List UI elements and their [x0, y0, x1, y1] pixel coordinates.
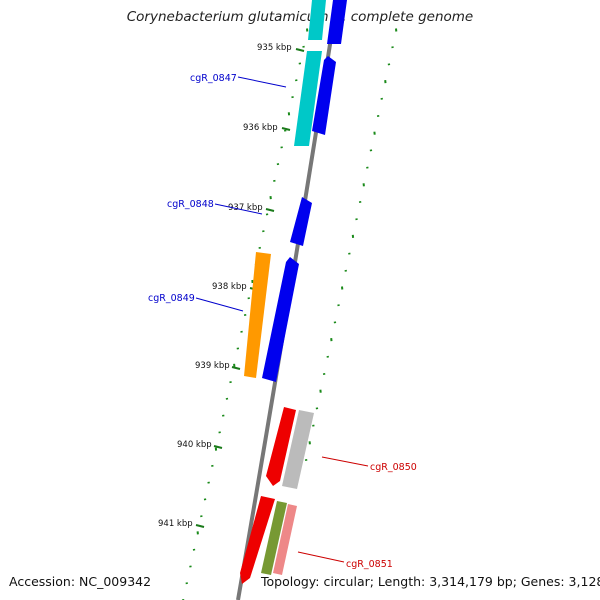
tick-label-939: 939 kbp: [195, 361, 230, 371]
tick-label-937: 937 kbp: [228, 203, 263, 213]
cds-cyan-top: [308, 0, 326, 40]
cds-red-0851: [240, 496, 275, 584]
accession-text: Accession: NC_009342: [9, 574, 152, 589]
tick-mark: [265, 208, 275, 212]
leader-cgR-0847: [237, 76, 287, 88]
tick-mark: [295, 48, 305, 52]
cds-olive-0851: [261, 501, 287, 575]
leader-cgR-0851: [297, 551, 345, 563]
cds-red-0850: [266, 407, 296, 486]
cds-grey-0850: [282, 410, 314, 489]
cds-blue-0849: [262, 257, 299, 382]
cds-blue-top: [327, 0, 347, 44]
gene-label-cgR-0851[interactable]: cgR_0851: [346, 559, 393, 570]
tick-label-936: 936 kbp: [243, 123, 278, 133]
gene-label-cgR-0848[interactable]: cgR_0848: [167, 199, 214, 210]
tick-mark: [281, 127, 291, 131]
tick-mark: [213, 445, 223, 449]
map-title: Corynebacterium glutamicum R, complete g…: [126, 9, 474, 25]
tick-marks: [195, 48, 305, 528]
cds-blue-0848: [290, 197, 312, 246]
leader-cgR-0849: [195, 297, 244, 312]
tick-label-935: 935 kbp: [257, 43, 292, 53]
tick-label-938: 938 kbp: [212, 282, 247, 292]
tick-mark: [231, 366, 241, 370]
leader-cgR-0850: [321, 456, 369, 467]
gene-labels: cgR_0847 cgR_0848 cgR_0849 cgR_0850 cgR_…: [148, 73, 417, 570]
gene-label-cgR-0849[interactable]: cgR_0849: [148, 293, 195, 304]
cds-blue-0847: [312, 56, 336, 135]
gene-label-cgR-0847[interactable]: cgR_0847: [190, 73, 237, 84]
topology-text: Topology: circular; Length: 3,314,179 bp…: [261, 574, 600, 589]
outer-dot-ring: [304, 28, 398, 462]
cds-cyan-0847: [294, 51, 322, 146]
tick-mark: [195, 524, 205, 528]
leader-cgR-0848: [214, 203, 263, 215]
cds-orange-0849: [244, 252, 271, 378]
cds-salmon-0851: [273, 504, 297, 575]
gene-label-cgR-0850[interactable]: cgR_0850: [370, 462, 417, 473]
tick-label-941: 941 kbp: [158, 519, 193, 529]
tick-label-940: 940 kbp: [177, 440, 212, 450]
cds-features: [240, 0, 347, 584]
